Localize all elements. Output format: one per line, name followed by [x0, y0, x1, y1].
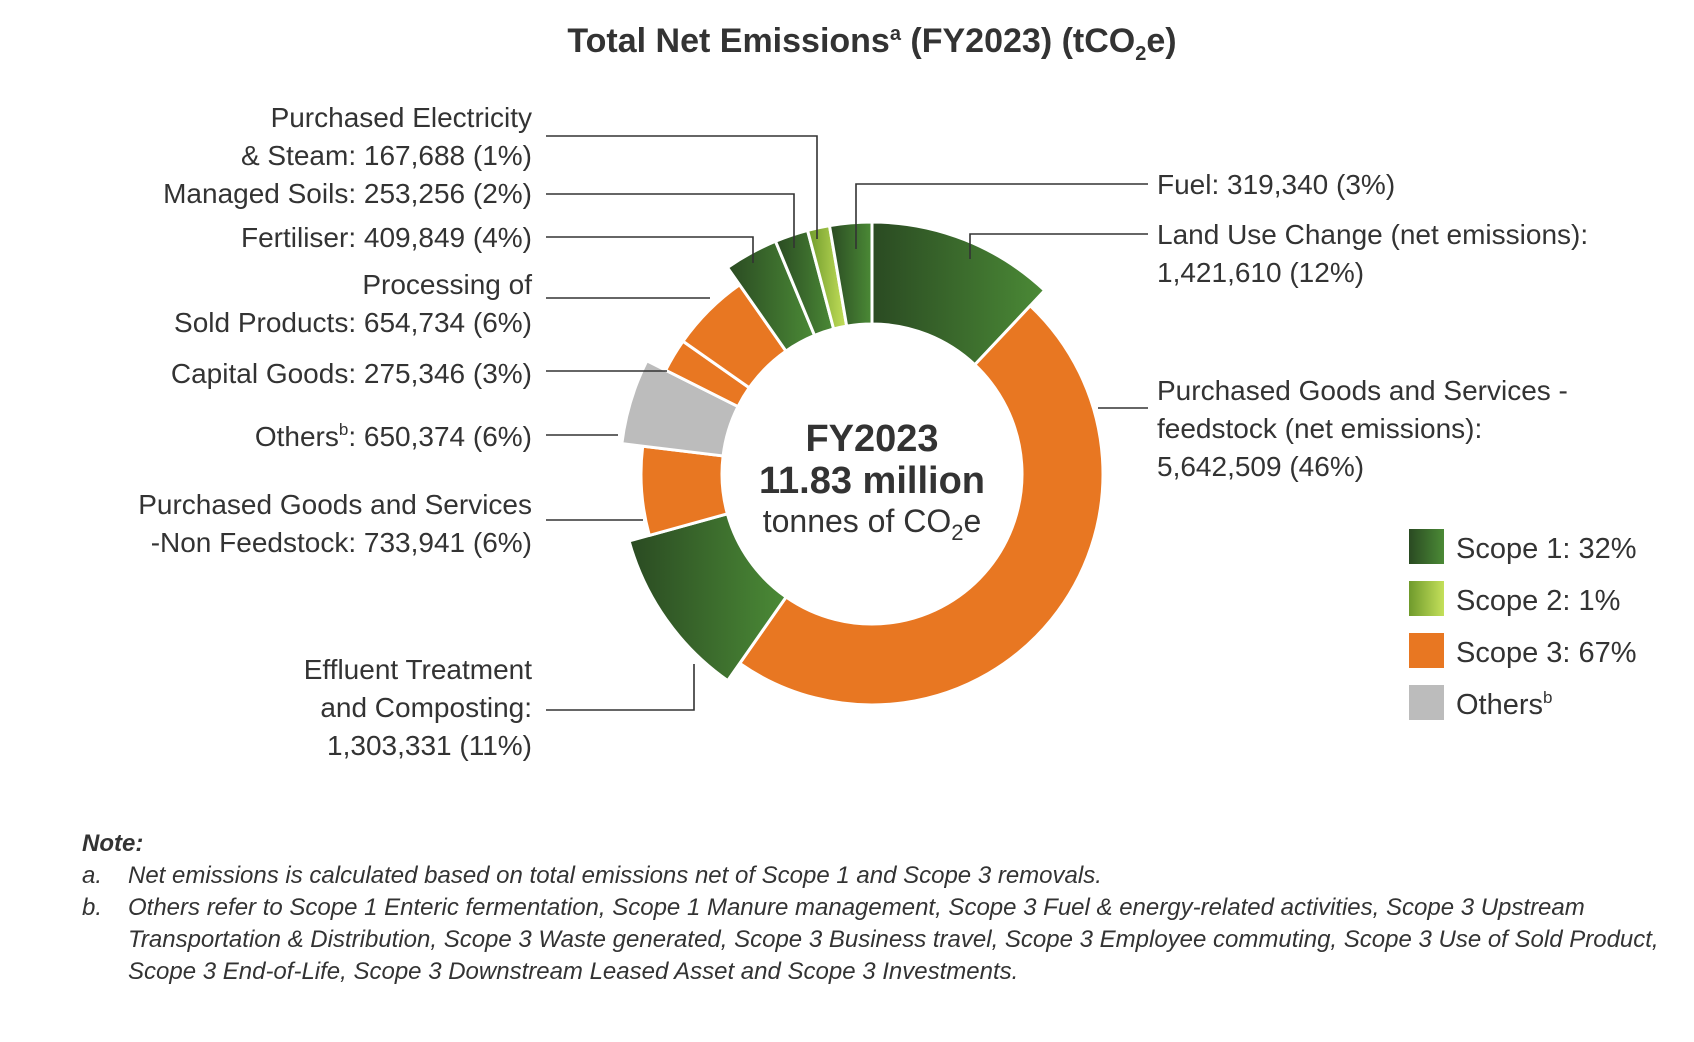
legend-label: Scope 1: 32%: [1456, 533, 1637, 565]
slice-label: Capital Goods: 275,346 (3%): [171, 358, 532, 389]
leader-line: [546, 193, 795, 248]
leader-line: [546, 236, 754, 263]
center-label: FY2023 11.83 million tonnes of CO2e: [759, 418, 985, 545]
legend-swatch: [1409, 633, 1444, 668]
donut-slices: [620, 220, 1105, 707]
donut-slice: [738, 304, 1105, 707]
legend-swatch: [1409, 685, 1444, 720]
leader-lines: [546, 135, 1148, 711]
center-unit: tonnes of CO2e: [763, 503, 982, 545]
leader-line: [546, 135, 818, 239]
slice-label: Managed Soils: 253,256 (2%): [163, 178, 532, 209]
note-letter: a.: [82, 862, 103, 889]
slice-labels: Land Use Change (net emissions): 1,421,61…: [138, 102, 1588, 761]
slice-label: Purchased Electricity & Steam: 167,688 (1…: [241, 102, 532, 171]
legend-label: Othersb: [1456, 688, 1553, 721]
slice-label: Fuel: 319,340 (3%): [1157, 169, 1395, 200]
legend-label: Scope 2: 1%: [1456, 585, 1620, 617]
notes-heading: Note:: [82, 830, 144, 857]
leader-line: [546, 664, 695, 711]
slice-label: Purchased Goods and Services -Non Feedsto…: [138, 489, 532, 558]
slice-label: Fertiliser: 409,849 (4%): [241, 222, 532, 253]
note-text: Net emissions is calculated based on tot…: [128, 862, 1102, 889]
note-text: Others refer to Scope 1 Enteric fermenta…: [128, 894, 1659, 985]
center-total: 11.83 million: [759, 460, 985, 502]
legend: Scope 1: 32% Scope 2: 1% Scope 3: 67% Other…: [1409, 529, 1637, 721]
donut-slice: [827, 220, 874, 328]
leader-line: [969, 233, 1148, 259]
slice-label: Land Use Change (net emissions): 1,421,61…: [1157, 219, 1588, 288]
legend-swatch: [1409, 581, 1444, 616]
center-year: FY2023: [805, 418, 938, 460]
note-item-a: a. Net emissions is calculated based on …: [82, 860, 1662, 892]
legend-label: Scope 3: 67%: [1456, 637, 1637, 669]
leader-line: [855, 183, 1148, 249]
donut-slice: [627, 512, 788, 683]
slice-label: Othersb: 650,374 (6%): [255, 420, 532, 452]
note-item-b: b. Others refer to Scope 1 Enteric ferme…: [82, 892, 1662, 988]
note-letter: b.: [82, 894, 103, 921]
legend-swatch: [1409, 529, 1444, 564]
slice-label: Processing of Sold Products: 654,734 (6%): [174, 269, 532, 338]
chart-title: Total Net Emissionsa (FY2023) (tCO2e): [567, 22, 1176, 65]
donut-chart: Total Net Emissionsa (FY2023) (tCO2e) La…: [138, 22, 1637, 761]
notes: Note: a. Net emissions is calculated bas…: [82, 828, 1662, 988]
slice-label: Effluent Treatment and Composting: 1,303,3…: [304, 654, 533, 761]
slice-label: Purchased Goods and Services -feedstock …: [1157, 375, 1568, 482]
donut-slice: [870, 220, 1047, 367]
